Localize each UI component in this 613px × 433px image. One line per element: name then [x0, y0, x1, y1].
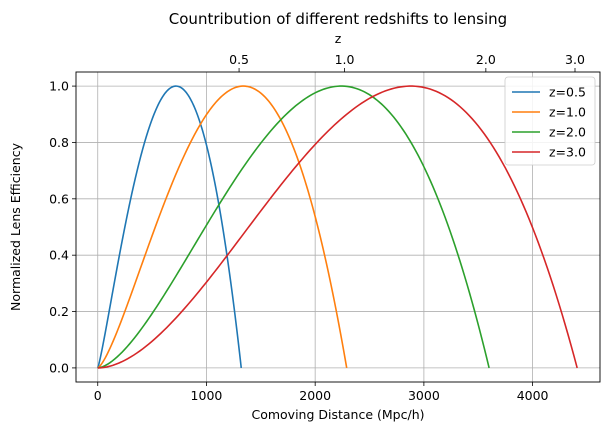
top-z-axis: 0.5 1.0 2.0 3.0 [229, 52, 585, 72]
series-lines [96, 85, 578, 369]
y-axis: 0.0 0.2 0.4 0.6 0.8 1.0 [49, 79, 76, 375]
x-tick-label: 2000 [299, 388, 331, 403]
z-tick-label: 2.0 [476, 52, 496, 67]
y-tick-label: 1.0 [49, 79, 69, 94]
x-tick-label: 3000 [408, 388, 440, 403]
chart-title: Countribution of different redshifts to … [169, 10, 507, 28]
bottom-x-axis: 0 1000 2000 3000 4000 [94, 382, 549, 403]
legend-label: z=1.0 [549, 105, 586, 120]
legend-box [504, 76, 596, 166]
z-tick-label: 1.0 [335, 52, 355, 67]
y-tick-label: 0.2 [49, 304, 69, 319]
series-line-z=3.0 [97, 85, 578, 369]
series-line-z=2.0 [97, 85, 490, 369]
y-axis-title: Normalized Lens Efficiency [8, 142, 23, 311]
top-axis-title: z [335, 31, 342, 46]
y-tick-label: 0.0 [49, 360, 69, 375]
y-tick-label: 0.8 [49, 135, 69, 150]
x-tick-label: 4000 [517, 388, 549, 403]
x-axis-title: Comoving Distance (Mpc/h) [251, 407, 424, 422]
x-tick-label: 0 [94, 388, 102, 403]
series-line-z=0.5 [96, 85, 243, 369]
x-tick-label: 1000 [191, 388, 223, 403]
legend: z=0.5 z=1.0 z=2.0 z=3.0 [504, 76, 596, 166]
legend-label: z=0.5 [549, 85, 586, 100]
y-tick-label: 0.4 [49, 248, 69, 263]
legend-label: z=3.0 [549, 145, 586, 160]
y-tick-label: 0.6 [49, 191, 69, 206]
plot-frame [75, 71, 601, 383]
z-tick-label: 0.5 [229, 52, 249, 67]
legend-label: z=2.0 [549, 125, 586, 140]
series-line-z=1.0 [97, 85, 348, 369]
z-tick-label: 3.0 [565, 52, 585, 67]
